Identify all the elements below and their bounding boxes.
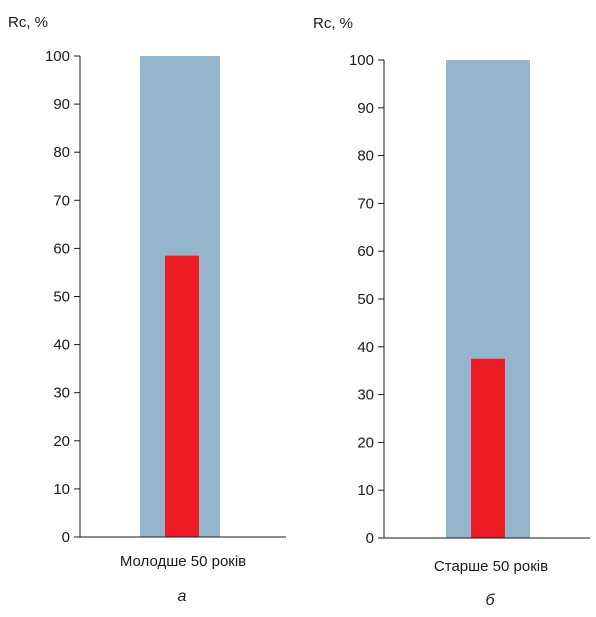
y-tick-label: 20 [357, 434, 374, 451]
y-tick-label: 0 [62, 529, 70, 546]
y-tick-label: 60 [357, 243, 374, 260]
y-tick-label: 50 [53, 289, 70, 306]
y-tick-label: 80 [53, 144, 70, 161]
y-tick-label: 100 [45, 48, 70, 65]
value-bar [471, 358, 505, 538]
y-tick-label: 10 [357, 482, 374, 499]
y-tick-label: 90 [53, 96, 70, 113]
y-tick-label: 30 [53, 385, 70, 402]
y-tick-label: 70 [53, 192, 70, 209]
y-tick-label: 10 [53, 481, 70, 498]
panel-label: а [178, 588, 187, 605]
x-category-label: Молодше 50 років [120, 553, 246, 570]
y-tick-label: 30 [357, 387, 374, 404]
y-tick-label: 50 [357, 291, 374, 308]
y-tick-label: 100 [349, 52, 374, 69]
y-tick-label: 70 [357, 195, 374, 212]
value-bar [165, 255, 199, 538]
y-axis-label: Rc, % [8, 14, 48, 31]
y-tick-label: 60 [53, 240, 70, 257]
y-tick-label: 40 [53, 337, 70, 354]
y-tick-label: 40 [357, 339, 374, 356]
y-tick-label: 90 [357, 100, 374, 117]
y-axis-label: Rc, % [313, 15, 353, 32]
y-tick-label: 0 [366, 530, 374, 547]
panel-label: б [486, 592, 496, 609]
x-category-label: Старше 50 років [434, 558, 548, 575]
y-tick-label: 80 [357, 148, 374, 165]
y-tick-label: 20 [53, 433, 70, 450]
